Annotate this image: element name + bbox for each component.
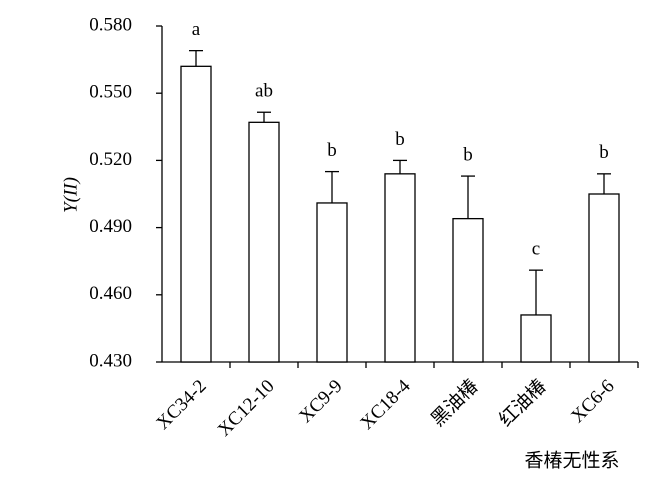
bar bbox=[520, 314, 552, 363]
y-tick-label: 0.430 bbox=[89, 350, 132, 371]
significance-letter: b bbox=[327, 140, 337, 161]
bar bbox=[384, 173, 416, 363]
significance-letter: b bbox=[599, 142, 609, 163]
y-tick-label: 0.580 bbox=[89, 14, 132, 35]
significance-letter: ab bbox=[255, 81, 273, 102]
x-tick-label: 黑油椿 bbox=[427, 375, 483, 431]
y-axis-label: Y(II) bbox=[60, 177, 81, 213]
y-tick-label: 0.490 bbox=[89, 216, 132, 237]
x-tick-label: XC9-9 bbox=[295, 376, 346, 427]
error-bar bbox=[393, 159, 407, 174]
error-bar bbox=[325, 170, 339, 203]
bar bbox=[180, 65, 212, 363]
x-tick-label: 红油椿 bbox=[495, 375, 551, 431]
x-tick-label: XC6-6 bbox=[567, 376, 618, 427]
y-tick-label: 0.550 bbox=[89, 82, 132, 103]
error-bar bbox=[461, 175, 475, 219]
error-bar bbox=[257, 111, 271, 123]
significance-letter: b bbox=[395, 129, 405, 150]
bar bbox=[248, 121, 280, 363]
y-tick-label: 0.520 bbox=[89, 149, 132, 170]
x-tick-label: XC18-4 bbox=[356, 375, 414, 433]
error-bar bbox=[189, 49, 203, 67]
error-bar bbox=[597, 173, 611, 194]
x-axis-label: 香椿无性系 bbox=[524, 449, 619, 471]
x-tick-label: XC12-10 bbox=[214, 376, 279, 441]
bar bbox=[452, 217, 484, 363]
error-bar bbox=[529, 269, 543, 315]
bar bbox=[316, 202, 348, 363]
y-tick-label: 0.460 bbox=[89, 283, 132, 304]
significance-letter: c bbox=[532, 239, 540, 260]
significance-letter: b bbox=[463, 144, 473, 165]
significance-letter: a bbox=[192, 19, 201, 40]
bar bbox=[588, 193, 620, 363]
x-tick-label: XC34-2 bbox=[152, 376, 210, 434]
